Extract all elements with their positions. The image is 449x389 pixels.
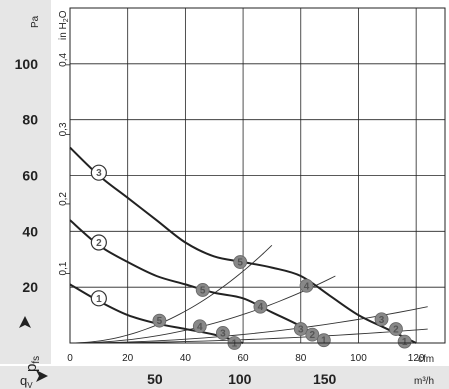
y-tick-label-pa: 60 — [22, 168, 38, 184]
x-tick-label-cfm: 80 — [295, 353, 307, 364]
inh2o-unit-label: in H2O — [58, 10, 70, 40]
operating-marker: 4 — [253, 299, 268, 314]
x-tick-label-cfm: 40 — [180, 353, 192, 364]
cfm-unit-label: cfm — [418, 354, 434, 365]
operating-marker-label: 3 — [298, 325, 304, 336]
operating-marker-circle — [305, 327, 320, 342]
left-axis-panel — [0, 0, 51, 364]
y-tick-label-inh2o: 0,3 — [58, 122, 69, 136]
y-tick-label-pa: 80 — [22, 112, 38, 128]
operating-marker-label: 1 — [232, 339, 238, 350]
operating-marker-label: 4 — [304, 281, 310, 292]
x-tick-label-cfm: 120 — [408, 353, 425, 364]
operating-marker-label: 5 — [157, 316, 163, 327]
curve-marker-label: 2 — [96, 238, 102, 249]
x-tick-label-cfm: 0 — [67, 353, 73, 364]
operating-marker: 2 — [389, 322, 403, 336]
x-tick-label-m3h: 50 — [147, 371, 163, 387]
grid — [70, 8, 445, 343]
m3h-unit-label: m³/h — [414, 376, 434, 387]
operating-marker-label: 3 — [379, 315, 385, 326]
operating-marker-label: 4 — [258, 302, 264, 313]
curve-marker-label: 1 — [96, 294, 102, 305]
operating-marker-label: 5 — [237, 258, 243, 269]
bottom-axis-panel — [0, 366, 449, 389]
operating-marker-label: 2 — [393, 325, 399, 336]
x-arrow-icon — [36, 370, 48, 382]
operating-marker: 2 — [305, 327, 320, 342]
y-tick-label-pa: 100 — [15, 56, 39, 72]
x-tick-label-cfm: 60 — [238, 353, 250, 364]
operating-marker-circle — [389, 322, 403, 336]
operating-marker: 4 — [192, 319, 207, 334]
operating-marker: 3 — [374, 312, 389, 327]
y-tick-label-inh2o: 0,2 — [58, 192, 69, 206]
operating-marker: 4 — [299, 278, 314, 293]
curve-marker-2: 2 — [90, 234, 107, 251]
operating-marker: 5 — [152, 313, 167, 328]
system-curve-3 — [69, 306, 428, 344]
operating-marker-circle — [192, 319, 207, 334]
svg-text:qV: qV — [20, 373, 33, 389]
operating-marker-circle — [397, 334, 412, 349]
curve-marker-circle — [90, 164, 107, 181]
operating-marker-label: 4 — [197, 322, 203, 333]
curve-marker-3: 3 — [90, 164, 107, 181]
y-tick-label-pa: 40 — [22, 223, 38, 239]
y-tick-label-inh2o: 0,4 — [58, 52, 69, 66]
x-tick-label-m3h: 150 — [313, 371, 337, 387]
operating-marker-label: 1 — [321, 336, 327, 347]
svg-text:pfs: pfs — [23, 356, 42, 372]
operating-marker: 5 — [195, 283, 210, 297]
curve-marker-circle — [90, 290, 107, 307]
operating-marker-circle — [195, 283, 210, 297]
operating-marker-label: 5 — [200, 285, 206, 296]
system-curve-1 — [69, 244, 273, 344]
x-tick-label-m3h: 100 — [228, 371, 252, 387]
operating-marker-circle — [233, 255, 248, 269]
operating-marker: 3 — [293, 322, 308, 336]
curve-marker-1: 1 — [90, 290, 107, 307]
operating-marker-circle — [253, 299, 268, 314]
operating-marker-circle — [152, 313, 167, 328]
curve-marker-circle — [90, 234, 107, 251]
x-axis-label: qV — [20, 370, 48, 389]
operating-marker-circle — [293, 322, 308, 336]
x-tick-label-cfm: 100 — [350, 353, 367, 364]
operating-marker-circle — [215, 326, 230, 340]
y-axis-label: pfs — [19, 316, 42, 372]
operating-marker-label: 3 — [220, 328, 226, 339]
y-tick-label-pa: 20 — [22, 279, 38, 295]
curve-marker-label: 3 — [96, 168, 102, 179]
plot-frame — [69, 7, 446, 344]
y-tick-label-inh2o: 0,1 — [58, 261, 69, 275]
operating-marker: 1 — [316, 333, 331, 348]
operating-marker-label: 2 — [310, 330, 316, 341]
operating-marker-circle — [299, 278, 314, 293]
tick-labels: 0 20 40 60 80 100 120 20 40 60 80 100 0,1 0,2 0,3 0,4 50… — [15, 52, 425, 387]
pa-unit-label: Pa — [30, 15, 41, 28]
y-arrow-icon — [19, 316, 31, 328]
operating-marker: 1 — [397, 334, 412, 349]
operating-marker: 5 — [233, 255, 248, 269]
operating-marker-circle — [374, 312, 389, 327]
operating-marker: 3 — [215, 326, 230, 340]
x-tick-label-cfm: 20 — [122, 353, 134, 364]
